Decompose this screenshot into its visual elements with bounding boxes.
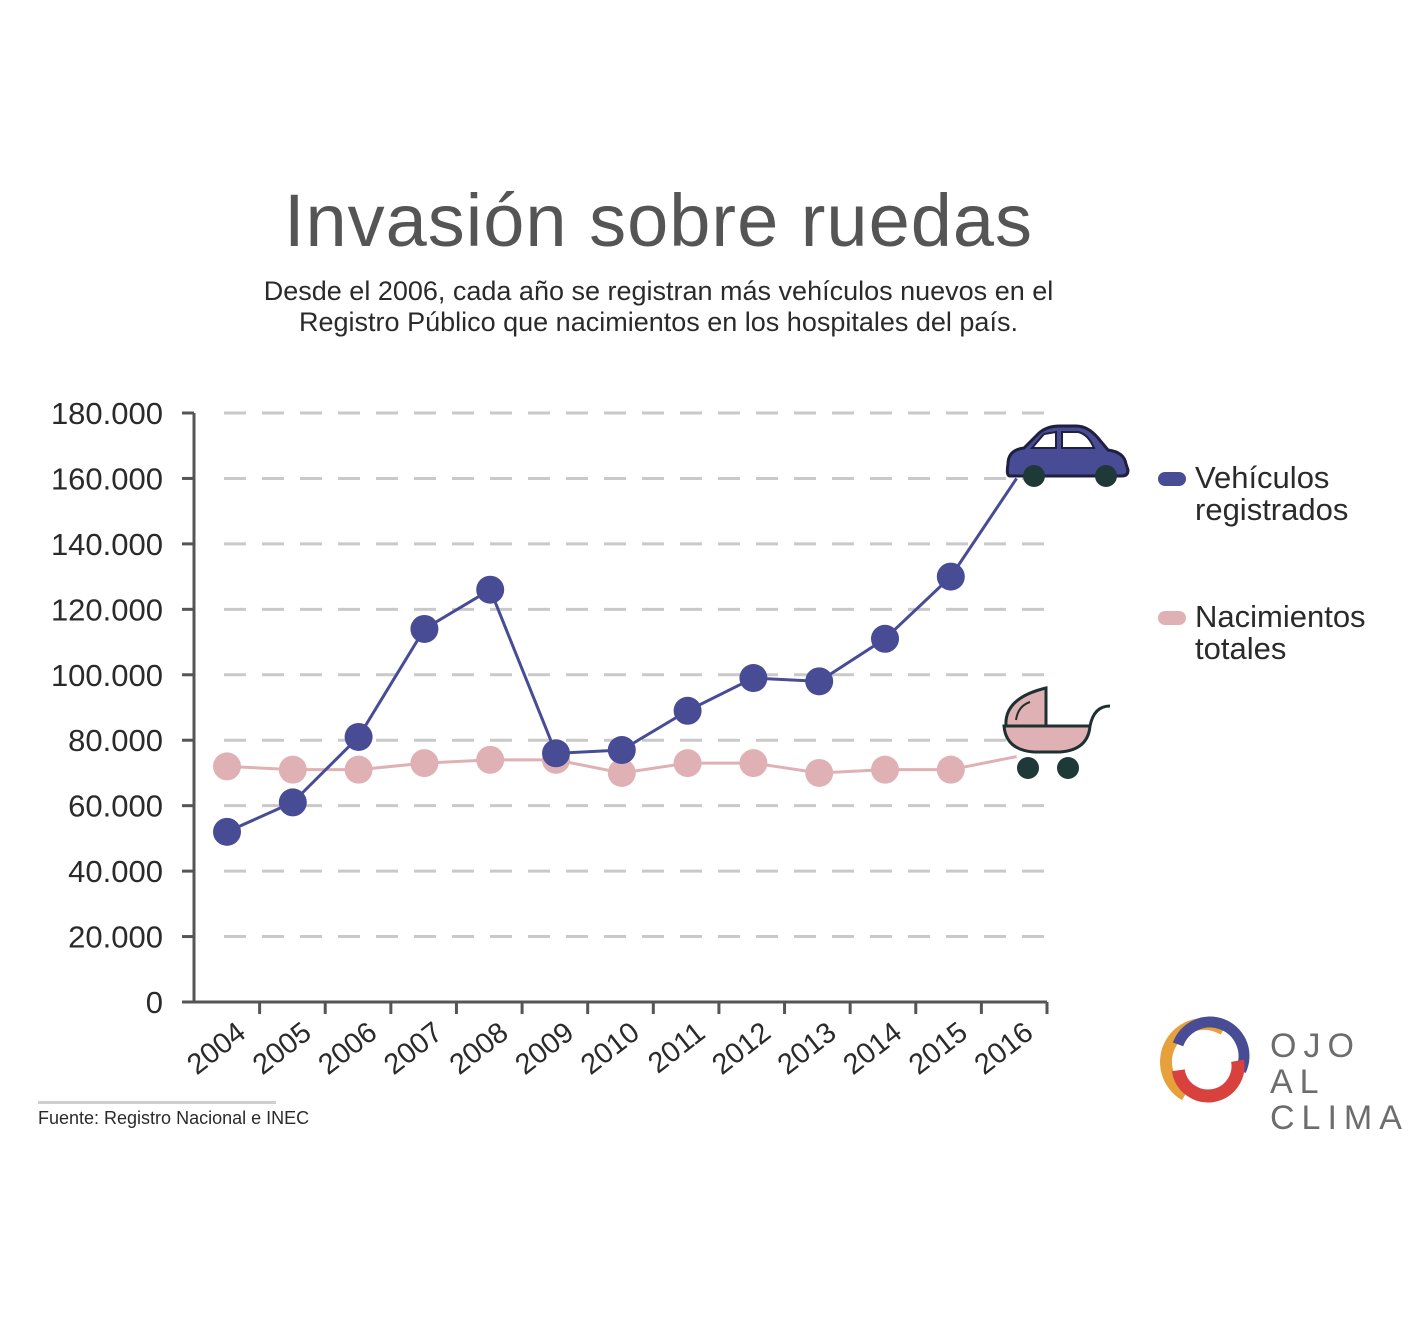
data-point (213, 817, 241, 846)
y-tick-label: 0 (146, 985, 163, 1020)
logo-mark-icon (1160, 1016, 1250, 1106)
car-icon (1005, 424, 1130, 487)
car-window (1029, 430, 1057, 449)
subtitle-line-1: Desde el 2006, cada año se registran más… (263, 276, 1054, 306)
legend-item-vehicles: Vehículos registrados (1158, 462, 1348, 526)
logo-line-1: OJO AL (1270, 1027, 1361, 1101)
data-point (936, 755, 965, 784)
data-point (213, 752, 241, 781)
legend-label-line: registrados (1195, 492, 1349, 527)
data-point (607, 736, 636, 765)
data-point (278, 755, 307, 784)
data-point (476, 575, 505, 604)
y-tick-label: 120.000 (51, 592, 163, 627)
x-tick-label: 2007 (378, 1016, 449, 1081)
x-tick-label: 2015 (903, 1016, 974, 1081)
x-tick-label: 2005 (247, 1016, 318, 1081)
series-vehicles (213, 477, 1018, 846)
source-note: Fuente: Registro Nacional e INEC (38, 1108, 310, 1128)
x-tick-label: 2008 (444, 1016, 515, 1081)
data-point (673, 749, 702, 778)
y-tick-label: 20.000 (68, 920, 163, 955)
legend-label-line: totales (1195, 631, 1287, 666)
x-tick-label: 2013 (772, 1016, 843, 1081)
data-point (871, 755, 899, 784)
data-point (805, 758, 834, 787)
data-point (542, 739, 570, 768)
gridlines (182, 411, 1047, 1004)
y-tick-label: 80.000 (68, 723, 163, 758)
y-tick-label: 40.000 (68, 854, 163, 889)
data-point (607, 758, 636, 787)
stroller-hood (1004, 686, 1048, 728)
x-tick-label: 2011 (642, 1016, 711, 1080)
x-tick-label: 2009 (509, 1016, 580, 1081)
y-tick-label: 60.000 (68, 789, 163, 824)
legend-label-vehicles: Vehículos registrados (1195, 462, 1348, 526)
x-tick-label: 2004 (181, 1016, 252, 1081)
x-tick-label: 2016 (969, 1016, 1040, 1081)
logo-wordmark: OJO AL CLIMA (1270, 1028, 1409, 1136)
x-tick-label: 2014 (838, 1016, 909, 1081)
y-tick-labels: 0 20.000 40.000 60.000 80.000 100.000 120.000 1… (51, 396, 163, 1020)
legend-label-births: Nacimientos totales (1195, 601, 1366, 665)
series-end-markers (1002, 424, 1130, 779)
data-point (936, 562, 965, 591)
legend-label-line: Nacimientos (1195, 599, 1366, 634)
data-point (410, 749, 439, 778)
stroller-wheel (1057, 757, 1079, 779)
stroller-handle (1088, 704, 1111, 727)
legend-item-births: Nacimientos totales (1158, 601, 1366, 665)
car-wheel (1023, 465, 1045, 487)
data-point (739, 664, 768, 693)
x-tick-labels: 2004200520062007200820092010201120122013… (181, 1016, 1039, 1081)
y-tick-label: 100.000 (51, 658, 163, 693)
axes (192, 413, 1049, 1014)
y-tick-label: 160.000 (51, 461, 163, 496)
legend-label-line: Vehículos (1195, 460, 1330, 495)
legend-swatch-births (1158, 611, 1186, 625)
y-tick-label: 140.000 (51, 527, 163, 562)
car-wheel (1095, 465, 1117, 487)
data-point (410, 614, 439, 643)
x-tick-label: 2006 (313, 1016, 384, 1081)
data-point (344, 722, 373, 751)
stroller-basket (1002, 724, 1092, 754)
data-point (344, 755, 373, 784)
data-point (673, 696, 702, 725)
logo-line-2: CLIMA (1270, 1099, 1409, 1137)
baby-carriage-icon (1002, 686, 1111, 779)
data-point (805, 667, 834, 696)
subtitle-line-2: Registro Público que nacimientos en los … (299, 307, 1018, 337)
data-point (871, 624, 899, 653)
ojo-al-clima-logo: OJO AL CLIMA (1152, 1010, 1402, 1136)
stroller-detail (1015, 701, 1031, 721)
source-divider (38, 1101, 276, 1104)
chart-title: Invasión sobre ruedas (283, 179, 1034, 262)
data-point (476, 745, 505, 774)
car-window (1061, 431, 1096, 449)
stroller-wheel (1017, 757, 1039, 779)
x-tick-label: 2012 (706, 1016, 777, 1081)
chart-subtitle: Desde el 2006, cada año se registran más… (0, 276, 1317, 338)
x-tick-label: 2010 (575, 1016, 646, 1081)
legend-swatch-vehicles (1158, 472, 1186, 486)
y-tick-label: 180.000 (51, 396, 163, 431)
data-point (278, 788, 307, 817)
data-point (739, 749, 768, 778)
